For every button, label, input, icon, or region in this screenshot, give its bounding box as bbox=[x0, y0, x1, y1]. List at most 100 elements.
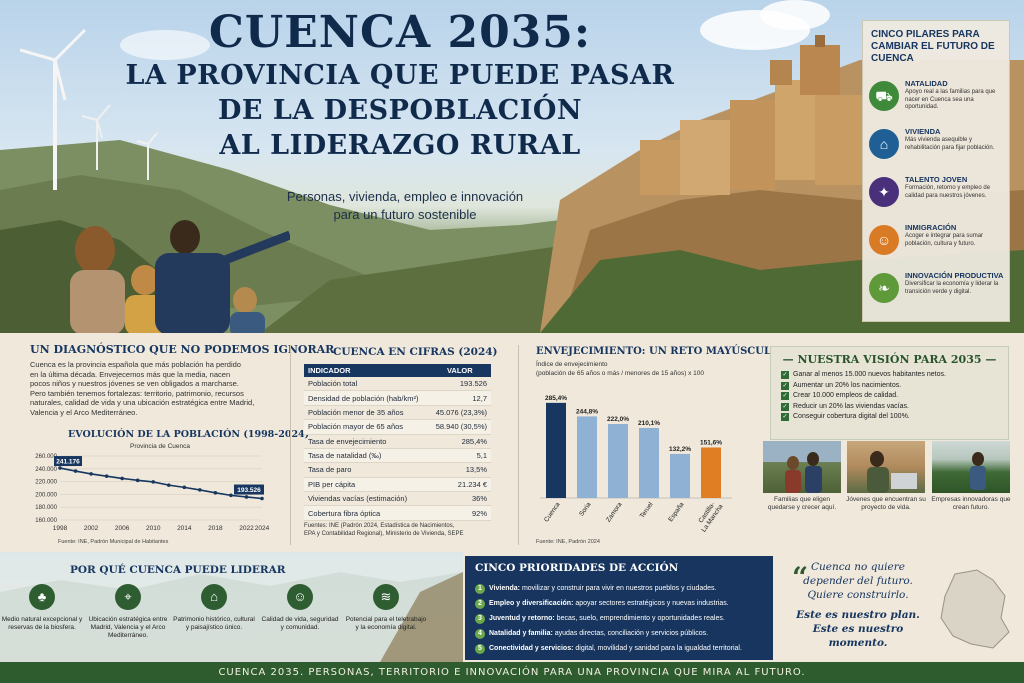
data-point bbox=[182, 485, 187, 490]
wind-turbine-icon bbox=[136, 132, 158, 180]
diagnostico-line: pocos niños y nuestros jóvenes se ven ob… bbox=[30, 379, 239, 388]
subtitle-line-2: para un futuro sostenible bbox=[333, 207, 477, 222]
data-point bbox=[58, 466, 62, 470]
diagnostico-line: naturales, calidad de vida y una ubicaci… bbox=[30, 398, 255, 407]
priority-item: 4 Natalidad y familia: ayudas directas, c… bbox=[475, 629, 708, 639]
bar-value-label: 222,0% bbox=[607, 416, 629, 423]
data-point bbox=[89, 472, 93, 476]
bar-value-label: 151,6% bbox=[700, 439, 722, 446]
evolucion-source: Fuente: INE, Padrón Municipal de Habitan… bbox=[58, 539, 169, 545]
wifi-icon: ≋ bbox=[373, 584, 399, 610]
x-tick-label: 2018 bbox=[208, 525, 223, 532]
table-row: Población menor de 35 años 45.076 (23,3%) bbox=[304, 405, 491, 421]
vision-title: — NUESTRA VISIÓN PARA 2035 — bbox=[782, 353, 997, 366]
pillar-item: ❧ INNOVACIÓN PRODUCTIVA Diversificar la ec… bbox=[869, 271, 1005, 317]
quote-line: Este es nuestro plan. bbox=[796, 609, 920, 621]
check-icon: ✓ bbox=[781, 402, 789, 411]
liderar-item-text: Ubicación estratégica entre Madrid, Vale… bbox=[88, 616, 168, 639]
vision-item-text: Aumentar un 20% los nacimientos. bbox=[793, 381, 902, 389]
col-indicator: INDICADOR bbox=[304, 364, 429, 377]
y-tick-label: 180.000 bbox=[35, 505, 57, 511]
title-line-4: AL LIDERAZGO RURAL bbox=[219, 130, 581, 161]
data-point bbox=[166, 483, 171, 487]
indicator-cell: Tasa de paro bbox=[304, 462, 429, 478]
table-row: PIB per cápita 21.234 € bbox=[304, 477, 491, 493]
pillar-desc: Más vivienda asequible y rehabilitación … bbox=[905, 137, 995, 151]
table-row: Tasa de paro 13,5% bbox=[304, 462, 491, 478]
quote-line: depender del futuro. bbox=[803, 575, 913, 587]
col-value: VALOR bbox=[428, 364, 491, 377]
priority-bold: Empleo y diversificación: bbox=[489, 600, 574, 607]
map-pin-icon: ⌖ bbox=[115, 584, 141, 610]
table-row: Cobertura fibra óptica 92% bbox=[304, 505, 491, 521]
tree-icon: ♣ bbox=[29, 584, 55, 610]
vision-item-text: Ganar al menos 15.000 nuevos habitantes … bbox=[793, 371, 946, 378]
priority-bold: Vivienda: bbox=[489, 585, 520, 592]
evolucion-title: EVOLUCIÓN DE LA POBLACIÓN (1998-2024) bbox=[68, 429, 310, 440]
end-label-box bbox=[234, 484, 264, 495]
x-tick-label: 2010 bbox=[146, 525, 161, 532]
source-line: EPA y Contabilidad Regional), Ministerio… bbox=[304, 531, 464, 537]
pillars-panel: CINCO PILARES PARA CAMBIAR EL FUTURO DE … bbox=[862, 20, 1010, 322]
priority-text: digital, movilidad y sanidad para la igu… bbox=[573, 645, 742, 652]
category-label: Zamora bbox=[605, 501, 624, 524]
quote-line: Este es nuestro momento. bbox=[812, 623, 904, 649]
cifras-table-wrap: INDICADOR VALOR Población total 193.526 De… bbox=[304, 364, 491, 521]
value-cell: 12,7 bbox=[428, 390, 491, 406]
graduation-cap-icon: ✦ bbox=[869, 177, 899, 207]
table-row: Población total 193.526 bbox=[304, 377, 491, 392]
priority-bold: Juventud y retorno: bbox=[489, 615, 555, 622]
value-cell: 5,1 bbox=[428, 448, 491, 464]
pillar-item: ✦ TALENTO JOVEN Formación, retorno y emple… bbox=[869, 175, 1005, 221]
pillar-desc: Diversificar la economía y liderar la tr… bbox=[905, 281, 999, 295]
priority-number: 4 bbox=[475, 629, 485, 639]
quote-block: Cuenca no quiere depender del futuro. Qu… bbox=[788, 560, 928, 650]
indicator-cell: Población total bbox=[304, 377, 429, 392]
bar-value-label: 132,2% bbox=[669, 446, 691, 453]
table-row: Densidad de población (hab/km²) 12,7 bbox=[304, 390, 491, 406]
pillar-desc: Apoyo real a las familias para que nacer… bbox=[905, 89, 996, 110]
x-tick-label: 1998 bbox=[53, 525, 68, 532]
population-line-chart: 260.000 240.000 220.000 200.000 180.000 160.0… bbox=[35, 454, 269, 532]
value-cell: 92% bbox=[428, 505, 491, 521]
data-point bbox=[213, 491, 218, 495]
indicator-cell: Población menor de 35 años bbox=[304, 405, 429, 421]
y-tick-label: 200.000 bbox=[35, 492, 57, 498]
leaf-icon: ❧ bbox=[869, 273, 899, 303]
envejecimiento-subtitle: Índice de envejecimiento (población de 6… bbox=[536, 361, 704, 378]
value-cell: 21.234 € bbox=[428, 477, 491, 493]
envejecimiento-source: Fuente: INE, Padrón 2024 bbox=[536, 539, 600, 545]
category-label: Cuenca bbox=[543, 501, 562, 524]
table-row: Viviendas vacías (estimación) 36% bbox=[304, 491, 491, 507]
diagnostico-title: UN DIAGNÓSTICO QUE NO PODEMOS IGNORAR bbox=[30, 343, 335, 356]
liderar-item-text: Potencial para el teletrabajo y la econo… bbox=[345, 616, 427, 631]
pillar-name: INNOVACIÓN PRODUCTIVA bbox=[905, 271, 1004, 280]
wind-turbine-icon bbox=[81, 104, 111, 170]
cifras-table: INDICADOR VALOR Población total 193.526 De… bbox=[304, 364, 491, 521]
priority-bold: Conectividad y servicios: bbox=[489, 645, 574, 652]
liderar-panel: POR QUÉ CUENCA PUEDE LIDERAR ♣ Medio natu… bbox=[0, 552, 463, 662]
check-icon: ✓ bbox=[781, 381, 789, 390]
hero-subtitle: Personas, vivienda, empleo e innovación … bbox=[240, 188, 570, 224]
photo-caption-2: Jóvenes que encuentran su proyecto de vi… bbox=[846, 496, 926, 511]
indicator-cell: Viviendas vacías (estimación) bbox=[304, 491, 429, 507]
x-tick-label: 2022 bbox=[239, 525, 254, 532]
vision-panel: — NUESTRA VISIÓN PARA 2035 — ✓ Ganar al m… bbox=[770, 346, 1009, 440]
title-line-2: LA PROVINCIA QUE PUEDE PASAR bbox=[125, 60, 675, 91]
bar bbox=[701, 447, 721, 498]
data-point bbox=[260, 496, 264, 501]
quote-mark-icon: “ bbox=[792, 561, 809, 594]
pillars-title: CINCO PILARES PARA CAMBIAR EL FUTURO DE … bbox=[871, 29, 995, 64]
prioridades-panel: CINCO PRIORIDADES DE ACCIÓN 1 Vivienda: m… bbox=[465, 556, 773, 660]
priority-item: 1 Vivienda: movilizar y construir para vi… bbox=[475, 584, 716, 594]
cifras-title: CUENCA EN CIFRAS (2024) bbox=[333, 346, 498, 358]
family-illustration bbox=[70, 220, 290, 333]
hero-title: CUENCA 2035: LA PROVINCIA QUE PUEDE PASA… bbox=[120, 8, 680, 163]
y-tick-label: 160.000 bbox=[35, 518, 57, 524]
data-point bbox=[135, 478, 140, 483]
vision-item: ✓ Reducir un 20% las viviendas vacías. bbox=[781, 402, 1008, 413]
pillar-name: INMIGRACIÓN bbox=[905, 223, 957, 232]
priority-item: 2 Empleo y diversificación: apoyar sector… bbox=[475, 599, 729, 609]
people-icon: ☺ bbox=[869, 225, 899, 255]
pillar-item: ☺ INMIGRACIÓN Acoger e integrar para sumar… bbox=[869, 223, 1005, 269]
